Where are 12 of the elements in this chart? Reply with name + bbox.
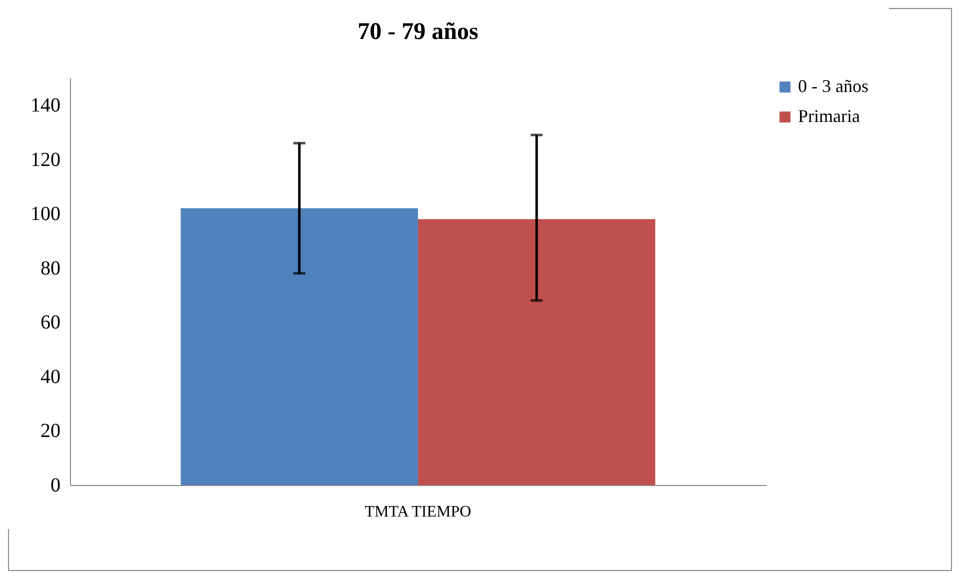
y-tick-label: 60 <box>40 312 60 334</box>
x-tick-label: TMTA TIEMPO <box>364 504 472 520</box>
y-tick-label: 140 <box>30 94 60 117</box>
y-tick-label: 40 <box>40 366 60 388</box>
y-tick-label: 100 <box>30 203 60 226</box>
legend-label: Primaria <box>798 106 860 126</box>
y-tick-label: 20 <box>40 420 60 442</box>
chart-title: 70 - 79 años <box>358 19 478 45</box>
legend-label: 0 - 3 años <box>798 76 868 96</box>
y-tick-label: 80 <box>40 257 60 280</box>
y-tick-label: 0 <box>50 474 60 496</box>
y-tick-label: 120 <box>30 148 60 171</box>
